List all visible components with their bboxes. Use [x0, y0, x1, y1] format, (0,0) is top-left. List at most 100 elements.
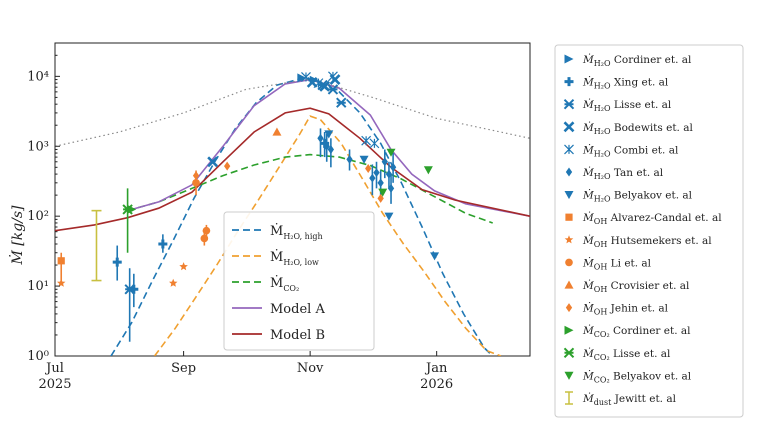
legend-inside-label-0: ṀH₂O, high [270, 222, 323, 241]
y-axis-label: Ṁ [kg/s] [8, 205, 26, 266]
point-1-0 [112, 257, 122, 267]
legend-inside: ṀH₂O, high ṀH₂O, low ṀCO₂ Model A Model B [223, 211, 375, 351]
legend-right-frame [554, 44, 744, 418]
legend-right-marker-1 [564, 77, 574, 87]
legend-right-marker-8 [564, 235, 574, 244]
curve-0 [110, 78, 494, 356]
y-tick-label-2: 10² [27, 209, 49, 224]
point-5-2 [327, 144, 335, 154]
legend-right-label-2: ṀH₂O Lisse et. al [582, 97, 672, 113]
legend-inside-label-2: ṀCO₂ [270, 274, 299, 293]
legend-right-label-15: Ṁdust Jewitt et. al [582, 391, 677, 407]
curve-2 [127, 153, 493, 224]
curve-4 [55, 107, 530, 232]
legend-right-marker-3 [563, 121, 575, 133]
legend-right-label-5: ṀH₂O Tan et. al [582, 165, 664, 181]
point-11-2 [365, 164, 372, 174]
point-6-1 [359, 155, 369, 164]
point-9-2 [202, 226, 211, 235]
curve-5 [55, 78, 530, 147]
legend-right-marker-12 [564, 325, 574, 335]
curve-3 [127, 78, 530, 217]
point-2-2 [327, 84, 339, 95]
point-14-0 [386, 148, 396, 157]
point-14-2 [378, 188, 388, 197]
x-tick-label-1: Sep [171, 361, 196, 376]
legend-right-label-3: ṀH₂O Bodewits et. al [582, 120, 693, 136]
point-3-3 [329, 74, 341, 85]
point-4-1 [313, 78, 324, 89]
point-5-7 [381, 157, 388, 167]
legend-right-label-13: ṀCO₂ Lisse et. al [582, 346, 671, 362]
point-6-0 [324, 130, 334, 139]
legend-right-label-10: ṀOH Crovisier et. al [582, 278, 690, 294]
legend-right-marker-13 [563, 347, 575, 359]
axes-frame [54, 42, 531, 357]
point-5-5 [373, 168, 380, 178]
y-axis-ticks: 10⁰ 10¹ 10² 10³ 10⁴ [27, 54, 60, 364]
point-5-1 [323, 141, 330, 151]
legend-right-label-14: ṀCO₂ Belyakov et. al [582, 368, 692, 384]
point-3-0 [207, 156, 219, 168]
y-tick-label-1: 10¹ [27, 279, 49, 294]
legend-right-label-7: ṀOH Alvarez-Candal et. al [582, 210, 722, 226]
point-9-0 [192, 178, 200, 187]
legend-right-marker-14 [564, 371, 574, 380]
legend-right-marker-10 [564, 280, 574, 289]
legend-right-marker-15 [565, 391, 573, 405]
x-tick-year-0: 2025 [38, 377, 71, 392]
y-tick-label-3: 10³ [27, 139, 49, 154]
point-6-3 [430, 252, 440, 261]
point-5-8 [385, 169, 393, 179]
legend-right-marker-0 [564, 54, 574, 64]
point-13-0 [122, 204, 133, 215]
legend-right-label-12: ṀCO₂ Cordiner et. al [582, 323, 691, 339]
x-tick-label-2: Nov [297, 361, 324, 376]
point-1-2 [158, 239, 168, 249]
legend-inside-frame [223, 211, 375, 351]
legend-right-marker-5 [565, 167, 573, 177]
legend-right-marker-9 [565, 258, 573, 267]
point-7-0 [57, 257, 65, 265]
point-5-9 [387, 183, 395, 193]
point-3-2 [319, 80, 331, 92]
legend-right-label-0: ṀH₂O Cordiner et. al [582, 52, 692, 68]
point-5-10 [389, 162, 397, 172]
legend-right: ṀH₂O Cordiner et. al ṀH₂O Xing et. al ṀH₂O… [554, 44, 744, 418]
point-8-0 [56, 278, 66, 287]
point-4-0 [301, 72, 311, 82]
observation-points [56, 71, 440, 342]
legend-inside-label-4: Model B [270, 328, 325, 343]
point-4-4 [369, 138, 380, 149]
legend-inside-label-3: Model A [270, 302, 325, 317]
point-11-0 [192, 171, 200, 181]
legend-right-label-9: ṀOH Li et. al [582, 255, 652, 271]
curve-1 [153, 115, 502, 356]
legend-right-label-8: ṀOH Hutsemekers et. al [582, 233, 712, 249]
point-4-2 [328, 71, 338, 82]
point-8-2 [179, 262, 188, 271]
point-5-0 [317, 133, 324, 143]
point-5-3 [346, 154, 353, 164]
point-11-3 [377, 193, 384, 203]
point-14-1 [423, 166, 433, 175]
x-tick-year-3: 2026 [420, 377, 453, 392]
legend-inside-label-1: ṀH₂O, low [270, 248, 319, 267]
y-tick-label-0: 10⁰ [27, 349, 49, 364]
point-2-3 [336, 97, 347, 108]
x-tick-label-0: Jul [44, 361, 64, 376]
legend-right-label-1: ṀH₂O Xing et. al [582, 75, 669, 91]
legend-right-marker-7 [565, 213, 573, 221]
point-6-2 [384, 212, 394, 221]
y-tick-label-4: 10⁴ [27, 69, 49, 84]
legend-right-marker-6 [564, 191, 574, 200]
legend-right-marker-4 [564, 144, 574, 155]
x-tick-label-3: Jan [424, 361, 448, 376]
legend-right-marker-2 [563, 98, 575, 110]
point-5-4 [369, 173, 376, 183]
point-4-3 [361, 135, 372, 146]
legend-right-marker-11 [565, 303, 573, 313]
point-5-6 [377, 178, 384, 188]
